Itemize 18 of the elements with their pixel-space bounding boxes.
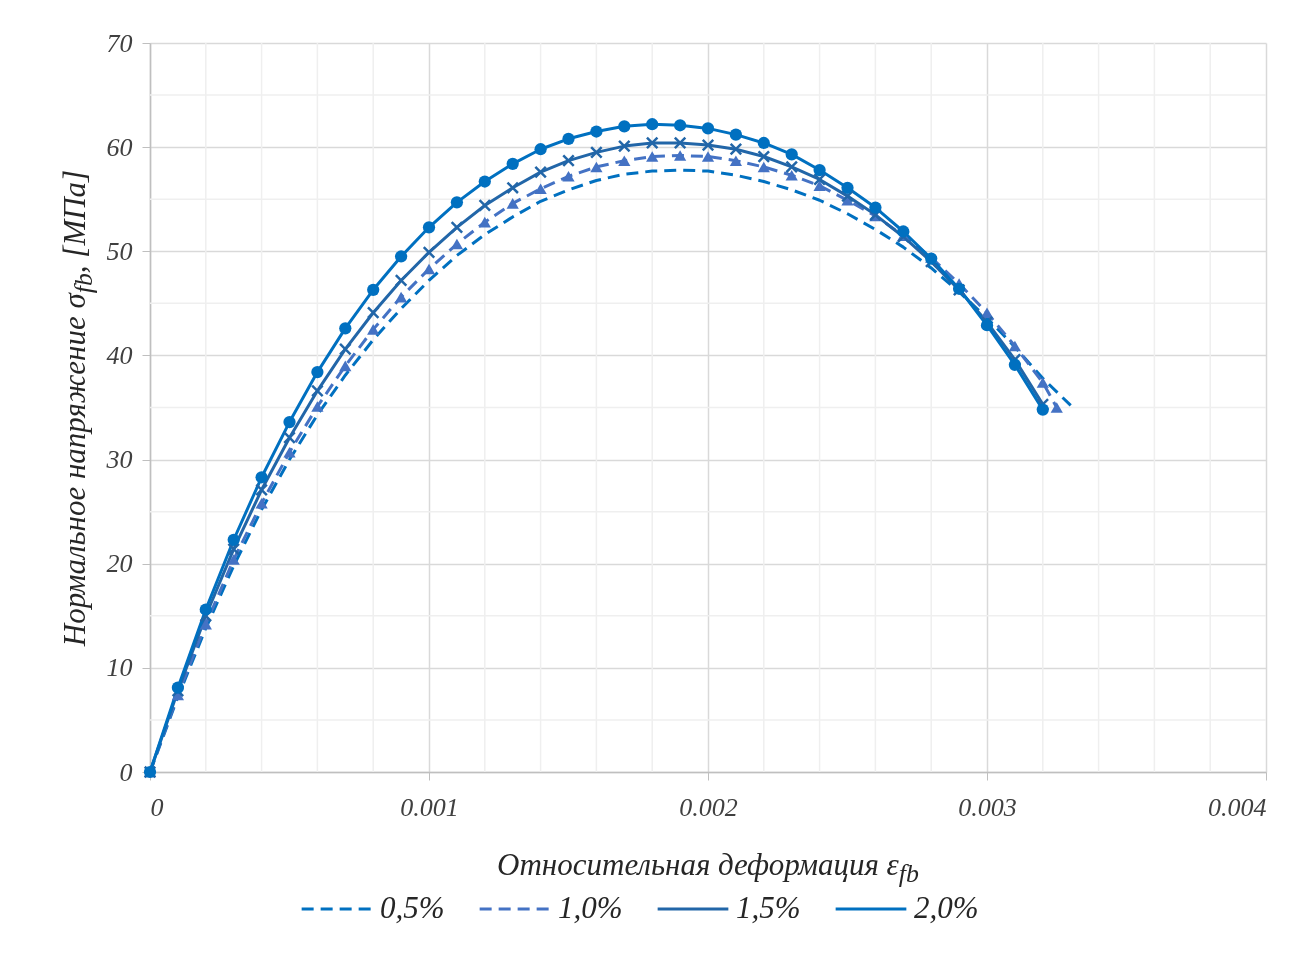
legend-label: 1,0%: [558, 890, 623, 925]
y-tick-label: 60: [106, 132, 133, 162]
x-tick-label: 0.003: [958, 792, 1017, 822]
x-tick-label: 0.004: [1208, 792, 1267, 822]
legend-label: 0,5%: [380, 890, 445, 925]
x-tick-label: 0.002: [679, 792, 738, 822]
x-tick-label: 0.001: [400, 792, 459, 822]
x-tick-label: 0: [150, 792, 164, 822]
y-tick-label: 40: [106, 340, 133, 370]
y-tick-label: 70: [106, 28, 133, 58]
legend-label: 1,5%: [736, 890, 801, 925]
y-tick-label: 50: [106, 236, 133, 266]
y-tick-label: 10: [106, 653, 133, 683]
x-axis-title: Относительная деформация ε$_{fb}$: [497, 846, 919, 890]
y-tick-label: 30: [105, 445, 133, 475]
y-tick-label: 20: [106, 549, 133, 579]
y-tick-label: 0: [119, 757, 133, 787]
legend-label: 2,0%: [914, 890, 979, 925]
